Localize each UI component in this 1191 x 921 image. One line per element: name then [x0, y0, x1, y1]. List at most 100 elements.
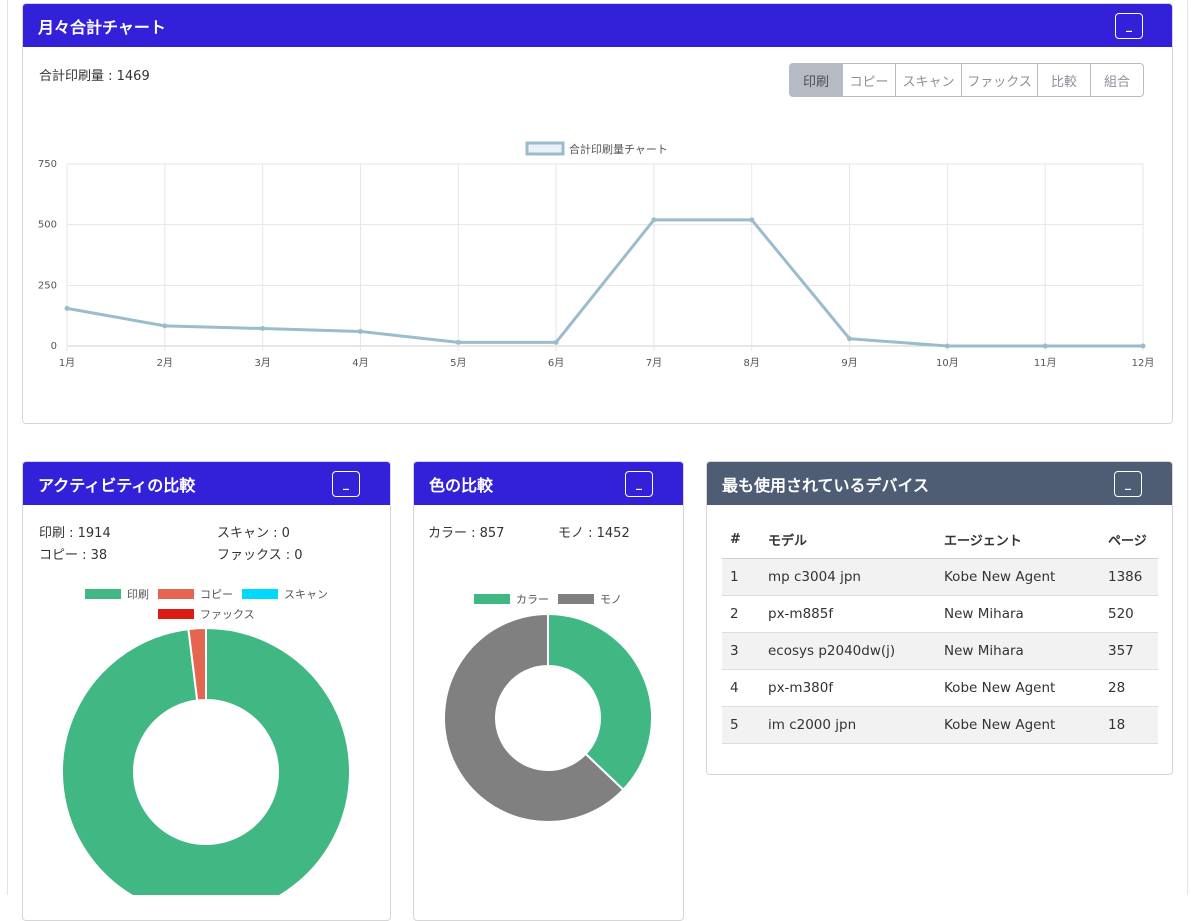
monthly-chart-title: 月々合計チャート: [38, 18, 166, 37]
legend-swatch: [85, 589, 121, 599]
data-point: [162, 323, 168, 329]
y-tick-label: 250: [38, 280, 57, 291]
page-frame-left: [7, 0, 8, 895]
row-rank: 1: [722, 558, 760, 596]
x-tick-label: 4月: [352, 357, 368, 369]
legend-label: モノ: [600, 593, 622, 606]
fax-stat: ファックス : 0: [217, 548, 303, 563]
row-rank: 4: [722, 669, 760, 707]
row-pages: 1386: [1100, 558, 1158, 596]
devices-table: # モデル エージェント ページ 1 mp c3004 jpn Kobe New…: [722, 520, 1158, 744]
x-tick-label: 2月: [157, 357, 173, 369]
legend-label: 合計印刷量チャート: [569, 142, 668, 156]
legend-label: 印刷: [127, 588, 149, 601]
row-model: px-m885f: [760, 595, 936, 633]
table-row: 2 px-m885f New Mihara 520: [722, 595, 1158, 633]
donut-slice: [443, 612, 625, 823]
page-frame-right: [1187, 0, 1188, 895]
legend-item[interactable]: 印刷: [85, 586, 149, 602]
chart-legend: 合計印刷量チャート: [525, 141, 668, 156]
legend-label: コピー: [200, 588, 233, 601]
activity-title: アクティビティの比較: [38, 476, 196, 495]
table-row: 1 mp c3004 jpn Kobe New Agent 1386: [722, 558, 1158, 596]
copy-tab-button[interactable]: コピー: [842, 63, 896, 97]
color-donut-chart: [443, 612, 653, 823]
minimize-button[interactable]: _: [1114, 471, 1142, 497]
legend-swatch: [525, 141, 565, 156]
scan-tab-button[interactable]: スキャン: [895, 63, 962, 97]
color-stat: カラー : 857: [428, 526, 505, 541]
row-rank: 5: [722, 706, 760, 744]
print-stat: 印刷 : 1914: [39, 526, 111, 541]
data-point: [847, 336, 853, 342]
minimize-button[interactable]: _: [1115, 13, 1143, 39]
legend-item[interactable]: ファックス: [158, 606, 255, 622]
legend-item[interactable]: カラー: [474, 591, 549, 607]
x-tick-label: 5月: [450, 357, 466, 369]
row-agent: New Mihara: [936, 595, 1100, 633]
row-model: im c2000 jpn: [760, 706, 936, 744]
data-point: [1042, 343, 1048, 349]
data-point: [1140, 343, 1146, 349]
row-rank: 2: [722, 595, 760, 633]
fax-tab-button[interactable]: ファックス: [961, 63, 1038, 97]
table-row: 5 im c2000 jpn Kobe New Agent 18: [722, 706, 1158, 744]
legend-label: スキャン: [284, 588, 328, 601]
legend-label: カラー: [516, 593, 549, 606]
minimize-button[interactable]: _: [625, 471, 653, 497]
x-tick-label: 8月: [744, 357, 760, 369]
color-header: 色の比較 _: [414, 462, 683, 505]
x-tick-label: 11月: [1034, 357, 1057, 369]
column-header-model: モデル: [760, 520, 936, 559]
monthly-chart-header: 月々合計チャート _: [23, 4, 1172, 47]
series-line: [66, 218, 1143, 348]
combined-tab-button[interactable]: 組合: [1090, 63, 1144, 97]
row-agent: Kobe New Agent: [936, 669, 1100, 707]
legend-item[interactable]: コピー: [158, 586, 233, 602]
data-point: [651, 217, 657, 223]
legend-swatch: [558, 594, 594, 604]
legend-swatch: [242, 589, 278, 599]
row-agent: Kobe New Agent: [936, 558, 1100, 596]
data-point: [749, 217, 755, 223]
data-point: [944, 343, 950, 349]
color-title: 色の比較: [429, 476, 494, 495]
column-header-pages: ページ: [1100, 520, 1158, 559]
row-agent: New Mihara: [936, 632, 1100, 670]
x-tick-label: 3月: [254, 357, 270, 369]
donut-slice: [61, 626, 351, 895]
x-tick-label: 6月: [548, 357, 564, 369]
table-header-row: # モデル エージェント ページ: [722, 520, 1158, 559]
legend-item[interactable]: モノ: [558, 591, 622, 607]
y-tick-label: 750: [38, 159, 57, 170]
monthly-chart-card: 月々合計チャート _: [22, 3, 1173, 424]
legend-item[interactable]: スキャン: [242, 586, 328, 602]
y-tick-label: 0: [51, 341, 57, 352]
monthly-line-chart: 0 250 500 750 1月 2月 3月 4月 5月 6月 7月 8月 9月 10月 11月 12月 合計印…: [38, 141, 1154, 369]
data-point: [64, 305, 70, 311]
compare-tab-button[interactable]: 比較: [1037, 63, 1091, 97]
donut-slice: [187, 626, 207, 702]
row-pages: 28: [1100, 669, 1158, 707]
total-print-volume: 合計印刷量 : 1469: [39, 69, 150, 84]
table-row: 4 px-m380f Kobe New Agent 28: [722, 669, 1158, 707]
row-pages: 18: [1100, 706, 1158, 744]
x-tick-label: 1月: [59, 357, 75, 369]
column-header-agent: エージェント: [936, 520, 1100, 559]
row-pages: 520: [1100, 595, 1158, 633]
x-tick-label: 10月: [936, 357, 959, 369]
legend-swatch: [158, 589, 194, 599]
donut-slice: [547, 612, 653, 792]
row-agent: Kobe New Agent: [936, 706, 1100, 744]
y-tick-label: 500: [38, 220, 57, 231]
mono-stat: モノ : 1452: [558, 526, 630, 541]
scan-stat: スキャン : 0: [217, 526, 290, 541]
table-row: 3 ecosys p2040dw(j) New Mihara 357: [722, 632, 1158, 670]
minimize-button[interactable]: _: [332, 471, 360, 497]
row-rank: 3: [722, 632, 760, 670]
chart-type-button-group: 印刷 コピー スキャン ファックス 比較 組合: [789, 63, 1144, 97]
copy-stat: コピー : 38: [39, 548, 108, 563]
data-point: [455, 339, 461, 345]
row-model: px-m380f: [760, 669, 936, 707]
row-model: ecosys p2040dw(j): [760, 632, 936, 670]
